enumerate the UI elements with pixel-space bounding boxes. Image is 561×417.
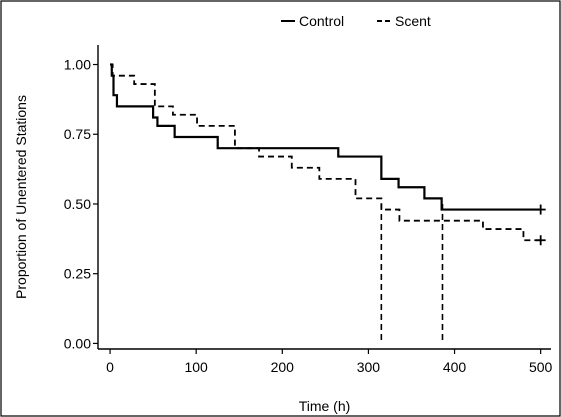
x-tick-label: 500	[529, 359, 553, 375]
x-tick-label: 400	[443, 359, 467, 375]
y-tick-label: 0.25	[64, 266, 91, 282]
axis-labels: Time (h) Proportion of Unentered Station…	[13, 95, 350, 414]
series-lines	[110, 63, 546, 246]
x-tick-label: 0	[106, 359, 114, 375]
y-axis-title: Proportion of Unentered Stations	[13, 95, 29, 299]
x-tick-label: 200	[271, 359, 295, 375]
y-tick-label: 0.50	[64, 196, 91, 212]
reference-lines	[380, 203, 444, 344]
legend-control-label: Control	[299, 13, 344, 29]
y-tick-label: 0.75	[64, 126, 91, 142]
axes: 0 100 200 300 400 500 0.00 0.25 0.50 0.75 1.00	[64, 45, 553, 375]
x-tick-label: 300	[357, 359, 381, 375]
legend: Control Scent	[281, 13, 431, 29]
x-axis-title: Time (h)	[299, 398, 351, 414]
y-tick-label: 0.00	[64, 335, 91, 351]
x-tick-label: 100	[184, 359, 208, 375]
y-tick-label: 1.00	[64, 57, 91, 73]
series-control-line	[110, 63, 541, 211]
legend-scent-label: Scent	[395, 13, 431, 29]
series-scent-line	[110, 63, 541, 242]
